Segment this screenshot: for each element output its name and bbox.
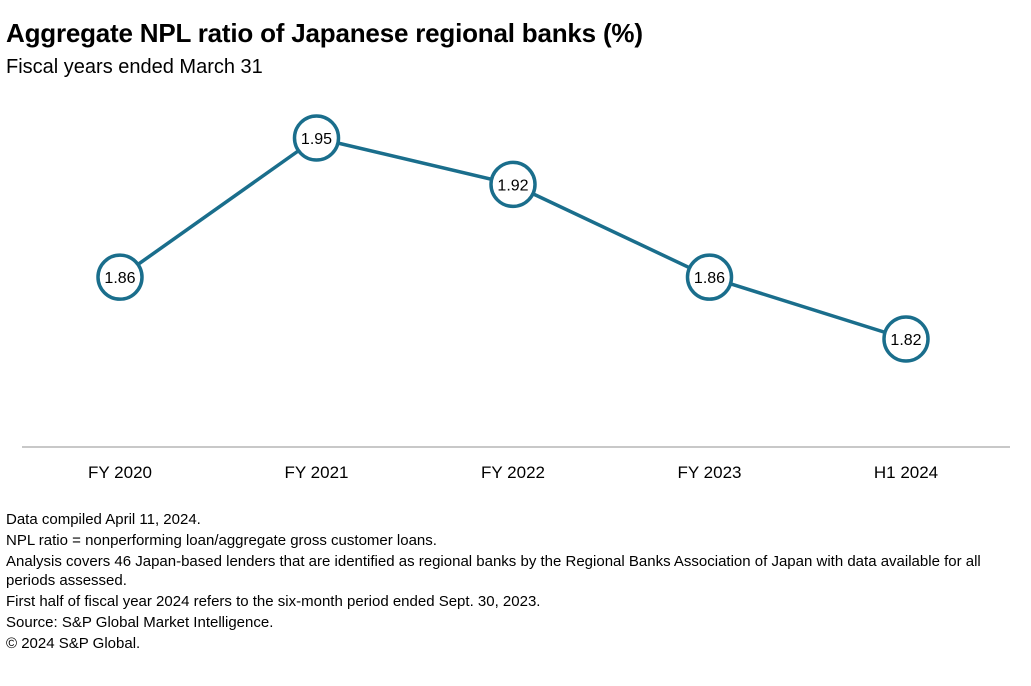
x-tick-label: H1 2024	[874, 463, 938, 482]
x-tick-label: FY 2021	[285, 463, 349, 482]
series-layer: 1.86 1.95 1.92 1.86 1.82	[96, 114, 930, 363]
data-point-marker	[882, 315, 930, 363]
data-point-label: 1.82	[890, 332, 921, 349]
chart-subtitle: Fiscal years ended March 31	[6, 56, 263, 78]
note-data-compiled: Data compiled April 11, 2024.	[6, 511, 201, 528]
note-source: Source: S&P Global Market Intelligence.	[6, 614, 274, 631]
data-point-marker	[685, 253, 734, 301]
chart-notes: Data compiled April 11, 2024. NPL ratio …	[6, 510, 1021, 655]
data-point-label: 1.86	[694, 270, 725, 287]
note-analysis-coverage: Analysis covers 46 Japan-based lenders t…	[6, 553, 981, 589]
chart-title: Aggregate NPL ratio of Japanese regional…	[6, 18, 643, 48]
x-tick-label: FY 2022	[481, 463, 545, 482]
data-point-label: 1.95	[301, 131, 332, 148]
data-point-marker	[489, 160, 537, 209]
data-point-label: 1.92	[497, 177, 528, 194]
note-npl-definition: NPL ratio = nonperforming loan/aggregate…	[6, 532, 437, 549]
data-point-marker	[96, 253, 144, 301]
data-point-marker	[292, 114, 341, 162]
npl-line-chart: 1.861.951.921.861.82 FY 2020 FY 2021 FY 20…	[22, 114, 1010, 482]
x-tick-labels: FY 2020 FY 2021 FY 2022 FY 2023 H1 2024	[88, 463, 938, 482]
x-tick-label: FY 2023	[678, 463, 742, 482]
data-point-label: 1.86	[104, 270, 135, 287]
note-copyright: © 2024 S&P Global.	[6, 635, 141, 652]
note-first-half-definition: First half of fiscal year 2024 refers to…	[6, 593, 541, 610]
x-tick-label: FY 2020	[88, 463, 152, 482]
